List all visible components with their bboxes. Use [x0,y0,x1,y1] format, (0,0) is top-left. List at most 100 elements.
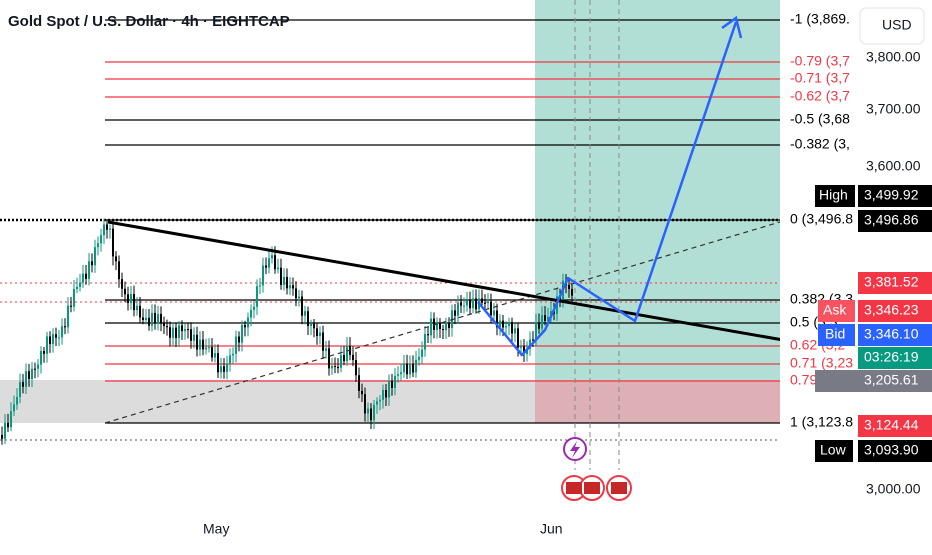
badge [858,347,932,369]
candle-body [310,323,312,326]
badge-label: High [819,187,848,203]
currency: USD [882,17,912,33]
badge [818,324,855,346]
badge-value: 3,346.10 [864,326,919,342]
candle-body [367,408,369,414]
flag [566,482,582,494]
candle-body [109,228,111,230]
candle-body [118,261,120,280]
candle-body [52,334,54,345]
candle-body [496,310,498,328]
candle-body [49,336,51,345]
candle-body [85,273,87,279]
badge-value: 03:26:19 [864,349,919,365]
candle-body [226,363,228,372]
candle-body [130,294,132,303]
candle-body [145,317,147,321]
candle-body [322,332,324,351]
candle-body [463,305,465,307]
candle-body [235,336,237,354]
candle-body [433,318,435,330]
candles [1,218,573,445]
projection-arrow [721,15,743,39]
candle-body [169,327,171,338]
candle-body [403,363,405,373]
badge-label: Ask [823,302,847,318]
candle-body [427,334,429,336]
fib-label: -0.79 (3,7 [790,53,850,69]
candle-body [442,329,444,331]
symbol-title: Gold Spot / U.S. Dollar · 4h · EIGHTCAP [8,13,290,30]
candle-body [247,317,249,328]
price-label: 3,000.00 [866,481,921,497]
fib-label: -0.5 (3,68 [790,111,850,127]
candle-body [328,348,330,369]
us-events[interactable] [561,475,632,501]
fib-lines [105,19,780,424]
candle-body [499,320,501,328]
candle-body [139,305,141,318]
candle-body [490,301,492,316]
badge [858,185,932,207]
candle-body [547,316,549,321]
candle-body [121,279,123,289]
candle-body [376,401,378,405]
candle-body [25,371,27,387]
candle-body [391,381,393,388]
candle-body [343,355,345,362]
fib-label: -0.382 (3, [790,136,850,152]
candle-body [289,285,291,289]
candle-body [352,354,354,361]
candle-body [166,326,168,328]
candle-body [439,323,441,330]
candle-body [334,366,336,368]
candle-body [148,317,150,326]
candle-body [301,296,303,316]
candle-body [415,359,417,373]
candle-body [124,288,126,295]
candle-body [568,284,570,290]
badge-value: 3,346.23 [864,302,919,318]
dashed-trend [104,221,781,424]
candle-body [79,282,81,287]
candle-body [184,329,186,332]
candle-body [76,286,78,289]
price-label: 3,700.00 [866,101,921,117]
candle-body [475,298,477,310]
candle-body [400,372,402,375]
candle-body [316,328,318,337]
currency-box[interactable] [859,7,925,45]
candle-body [217,353,219,373]
fib-label: 0.71 (3,23 [790,355,853,371]
candle-body [484,302,486,304]
lightning [570,441,580,458]
badge [858,440,932,462]
candle-body [61,326,63,338]
candle-body [262,265,264,286]
candle-body [13,404,15,412]
candle-body [10,411,12,428]
candle-body [304,311,306,316]
candle-body [100,235,102,244]
candle-body [517,328,519,348]
flag [584,482,600,494]
candle-body [307,311,309,326]
candle-body [544,315,546,321]
badge-label: Bid [825,326,845,342]
candle-body [388,381,390,398]
candle-body [127,294,129,303]
candle-body [259,285,261,287]
candle-body [424,334,426,350]
candle-body [4,422,6,439]
candle-body [370,408,372,421]
candle-body [313,323,315,329]
candle-body [46,336,48,354]
candle-body [448,322,450,328]
time-label: May [203,521,229,537]
candle-body [190,329,192,341]
candle-body [232,353,234,356]
candle-body [394,375,396,388]
candle-body [268,258,270,268]
candle-body [28,371,30,379]
candle-body [265,265,267,268]
